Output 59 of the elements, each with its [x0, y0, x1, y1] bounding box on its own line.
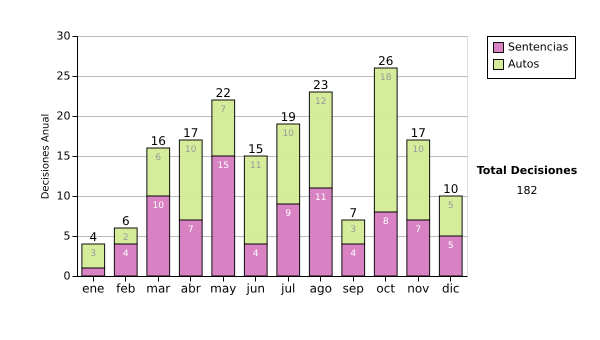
x-tick-label: abr — [180, 282, 201, 296]
data-label: 10 — [152, 201, 164, 211]
x-tick-label: ene — [82, 282, 104, 296]
data-label: 15 — [218, 161, 229, 171]
data-label: 10 — [412, 145, 424, 155]
total-label: 17 — [183, 126, 198, 140]
total-label: 6 — [122, 214, 130, 228]
total-label: 16 — [150, 134, 166, 148]
text: Total Decisiones — [476, 164, 578, 177]
data-label: 11 — [315, 193, 326, 203]
legend-label: Sentencias — [508, 40, 569, 54]
legend-label: Autos — [508, 58, 540, 70]
data-label: 7 — [220, 105, 226, 115]
text: 182 — [516, 184, 538, 197]
x-tick-label: may — [210, 282, 236, 296]
x-tick-label: dic — [442, 282, 460, 296]
total-label: 10 — [443, 182, 458, 196]
x-tick-label: feb — [116, 282, 136, 296]
data-label: 18 — [380, 73, 392, 83]
data-label: 4 — [350, 249, 356, 259]
x-tick-label: nov — [407, 282, 430, 296]
total-label: 4 — [89, 230, 98, 244]
y-tick-label: 30 — [56, 30, 70, 42]
data-label: 4 — [122, 249, 129, 259]
data-label: 7 — [415, 225, 422, 235]
data-label: 8 — [382, 217, 389, 227]
data-label: 11 — [250, 161, 262, 171]
data-label: 10 — [185, 145, 197, 155]
data-label: 9 — [285, 209, 292, 219]
y-tick-label: 15 — [56, 150, 70, 162]
data-label: 7 — [188, 225, 194, 235]
data-label: 3 — [90, 249, 96, 259]
y-tick-label: 20 — [56, 110, 70, 122]
total-label: 17 — [410, 126, 426, 140]
total-label: 7 — [349, 206, 358, 220]
x-tick-label: ago — [310, 282, 332, 296]
data-label: 4 — [252, 249, 259, 259]
y-axis-title: Decisiones Anual — [40, 114, 52, 200]
total-label: 15 — [248, 142, 264, 156]
x-tick-label: mar — [146, 282, 170, 296]
data-label: 2 — [122, 233, 129, 243]
total-label: 26 — [378, 54, 394, 68]
x-tick-label: jul — [280, 282, 296, 296]
data-label: 6 — [155, 153, 162, 163]
x-tick-label: oct — [376, 282, 396, 296]
y-tick-label: 10 — [56, 190, 70, 202]
data-label: 12 — [315, 97, 326, 107]
x-tick-label: jun — [245, 282, 266, 296]
data-label: 5 — [448, 241, 454, 251]
data-label: 5 — [448, 201, 454, 211]
total-label: 23 — [313, 78, 328, 92]
total-label: 19 — [280, 110, 296, 124]
total-label: 22 — [216, 86, 231, 100]
y-tick-label: 0 — [64, 270, 70, 282]
data-label: 10 — [282, 129, 294, 139]
data-label: 3 — [350, 225, 356, 235]
y-tick-label: 25 — [56, 70, 70, 82]
y-tick-label: 5 — [64, 230, 70, 242]
x-tick-label: sep — [342, 282, 364, 296]
